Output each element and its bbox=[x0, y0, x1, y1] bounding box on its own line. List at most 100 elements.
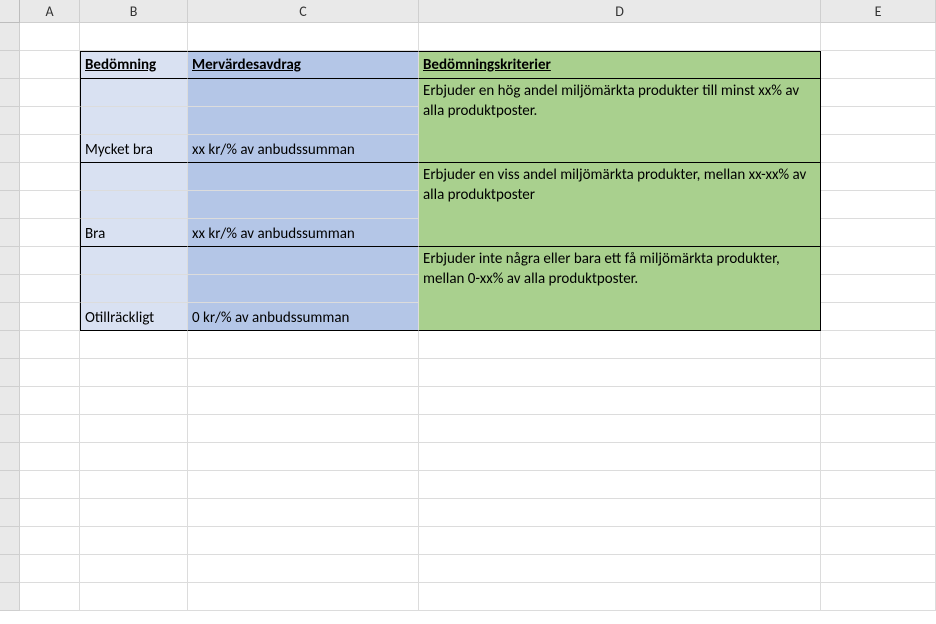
cell-A7[interactable] bbox=[20, 191, 80, 219]
cell-C6[interactable] bbox=[188, 163, 419, 191]
cell-B16[interactable] bbox=[80, 443, 188, 471]
cell-D13[interactable] bbox=[419, 359, 821, 387]
cell-B4[interactable] bbox=[80, 107, 188, 135]
cell-E2[interactable] bbox=[821, 51, 936, 79]
cell-C14[interactable] bbox=[188, 387, 419, 415]
cell-bedomning[interactable]: Bra bbox=[80, 219, 188, 247]
cell-D21[interactable] bbox=[419, 583, 821, 611]
cell-E3[interactable] bbox=[821, 79, 936, 107]
cell-C1[interactable] bbox=[188, 23, 419, 51]
cell-C13[interactable] bbox=[188, 359, 419, 387]
cell-mervardesavdrag[interactable]: 0 kr/% av anbudssumman bbox=[188, 303, 419, 331]
cell-D15[interactable] bbox=[419, 415, 821, 443]
cell-C7[interactable] bbox=[188, 191, 419, 219]
cell-E6[interactable] bbox=[821, 163, 936, 191]
column-header-A[interactable]: A bbox=[20, 0, 80, 23]
cell-B10[interactable] bbox=[80, 275, 188, 303]
column-header-E[interactable]: E bbox=[821, 0, 936, 23]
select-all-corner[interactable] bbox=[0, 0, 20, 23]
row-header-6[interactable] bbox=[0, 163, 20, 191]
cell-A16[interactable] bbox=[20, 443, 80, 471]
cell-B14[interactable] bbox=[80, 387, 188, 415]
cell-B7[interactable] bbox=[80, 191, 188, 219]
row-header-3[interactable] bbox=[0, 79, 20, 107]
cell-mervardesavdrag[interactable]: xx kr/% av anbudssumman bbox=[188, 219, 419, 247]
cell-bedomningskriterier[interactable]: Erbjuder inte några eller bara ett få mi… bbox=[419, 247, 821, 331]
cell-B21[interactable] bbox=[80, 583, 188, 611]
row-header-11[interactable] bbox=[0, 303, 20, 331]
cell-A9[interactable] bbox=[20, 247, 80, 275]
cell-E1[interactable] bbox=[821, 23, 936, 51]
cell-C17[interactable] bbox=[188, 471, 419, 499]
cell-C10[interactable] bbox=[188, 275, 419, 303]
table-header-bedomning[interactable]: Bedömning bbox=[80, 51, 188, 79]
row-header-5[interactable] bbox=[0, 135, 20, 163]
column-header-B[interactable]: B bbox=[80, 0, 188, 23]
cell-bedomning[interactable]: Otillräckligt bbox=[80, 303, 188, 331]
cell-B6[interactable] bbox=[80, 163, 188, 191]
cell-A17[interactable] bbox=[20, 471, 80, 499]
cell-bedomning[interactable]: Mycket bra bbox=[80, 135, 188, 163]
cell-D16[interactable] bbox=[419, 443, 821, 471]
cell-B1[interactable] bbox=[80, 23, 188, 51]
cell-C21[interactable] bbox=[188, 583, 419, 611]
cell-A1[interactable] bbox=[20, 23, 80, 51]
cell-E4[interactable] bbox=[821, 107, 936, 135]
cell-A3[interactable] bbox=[20, 79, 80, 107]
cell-E9[interactable] bbox=[821, 247, 936, 275]
spreadsheet-grid[interactable]: ABCDE BedömningMervärdesavdragBedömningsk… bbox=[0, 0, 936, 611]
cell-B15[interactable] bbox=[80, 415, 188, 443]
cell-A20[interactable] bbox=[20, 555, 80, 583]
cell-E17[interactable] bbox=[821, 471, 936, 499]
cell-C15[interactable] bbox=[188, 415, 419, 443]
cell-D14[interactable] bbox=[419, 387, 821, 415]
row-header-14[interactable] bbox=[0, 387, 20, 415]
row-header-12[interactable] bbox=[0, 331, 20, 359]
cell-B3[interactable] bbox=[80, 79, 188, 107]
cell-A19[interactable] bbox=[20, 527, 80, 555]
cell-D1[interactable] bbox=[419, 23, 821, 51]
cell-B19[interactable] bbox=[80, 527, 188, 555]
cell-B17[interactable] bbox=[80, 471, 188, 499]
table-header-bedomningskriterier[interactable]: Bedömningskriterier bbox=[419, 51, 821, 79]
cell-E15[interactable] bbox=[821, 415, 936, 443]
cell-bedomningskriterier[interactable]: Erbjuder en hög andel miljömärkta produk… bbox=[419, 79, 821, 163]
cell-A8[interactable] bbox=[20, 219, 80, 247]
cell-E21[interactable] bbox=[821, 583, 936, 611]
cell-A4[interactable] bbox=[20, 107, 80, 135]
cell-A21[interactable] bbox=[20, 583, 80, 611]
row-header-19[interactable] bbox=[0, 527, 20, 555]
cell-E20[interactable] bbox=[821, 555, 936, 583]
cell-A14[interactable] bbox=[20, 387, 80, 415]
cell-C4[interactable] bbox=[188, 107, 419, 135]
row-header-8[interactable] bbox=[0, 219, 20, 247]
cell-E10[interactable] bbox=[821, 275, 936, 303]
cell-E7[interactable] bbox=[821, 191, 936, 219]
cell-C3[interactable] bbox=[188, 79, 419, 107]
column-header-C[interactable]: C bbox=[188, 0, 419, 23]
row-header-16[interactable] bbox=[0, 443, 20, 471]
cell-bedomningskriterier[interactable]: Erbjuder en viss andel miljömärkta produ… bbox=[419, 163, 821, 247]
cell-D12[interactable] bbox=[419, 331, 821, 359]
cell-C20[interactable] bbox=[188, 555, 419, 583]
cell-A11[interactable] bbox=[20, 303, 80, 331]
row-header-20[interactable] bbox=[0, 555, 20, 583]
cell-E14[interactable] bbox=[821, 387, 936, 415]
cell-A10[interactable] bbox=[20, 275, 80, 303]
cell-E12[interactable] bbox=[821, 331, 936, 359]
cell-C9[interactable] bbox=[188, 247, 419, 275]
column-header-D[interactable]: D bbox=[419, 0, 821, 23]
cell-C18[interactable] bbox=[188, 499, 419, 527]
cell-E18[interactable] bbox=[821, 499, 936, 527]
cell-D19[interactable] bbox=[419, 527, 821, 555]
cell-A6[interactable] bbox=[20, 163, 80, 191]
table-header-mervardesavdrag[interactable]: Mervärdesavdrag bbox=[188, 51, 419, 79]
cell-E16[interactable] bbox=[821, 443, 936, 471]
cell-A5[interactable] bbox=[20, 135, 80, 163]
row-header-9[interactable] bbox=[0, 247, 20, 275]
row-header-7[interactable] bbox=[0, 191, 20, 219]
cell-A13[interactable] bbox=[20, 359, 80, 387]
cell-E19[interactable] bbox=[821, 527, 936, 555]
row-header-4[interactable] bbox=[0, 107, 20, 135]
cell-B13[interactable] bbox=[80, 359, 188, 387]
